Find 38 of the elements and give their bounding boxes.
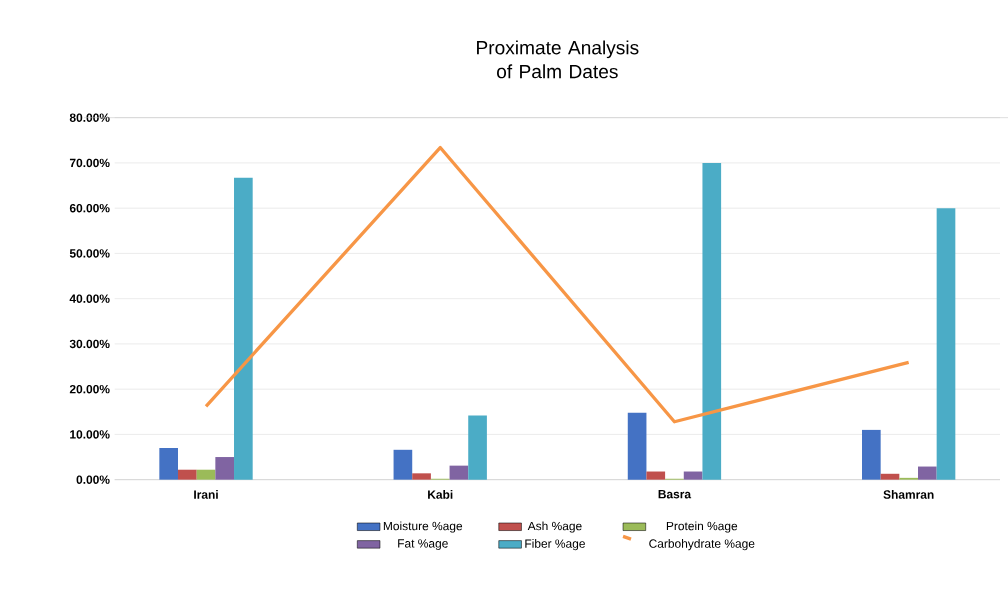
- y-tick-label: 50.00%: [69, 249, 110, 258]
- y-tick-label: 70.00%: [69, 158, 110, 168]
- bar: [393, 449, 413, 480]
- legend-label: Moisture %age: [383, 521, 463, 533]
- bar: [234, 177, 253, 480]
- bar: [159, 447, 179, 480]
- bar: [178, 469, 197, 480]
- bar: [646, 471, 666, 480]
- y-tick-label: 30.00%: [69, 339, 110, 349]
- bar: [917, 466, 937, 480]
- x-tick-label: Irani: [194, 490, 218, 499]
- y-tick-label: 0.00%: [76, 475, 110, 484]
- legend-label: Ash %age: [527, 521, 582, 533]
- legend-label: Fiber %age: [525, 539, 585, 551]
- line-series: [204, 145, 911, 424]
- bar: [449, 465, 469, 480]
- bar: [683, 471, 703, 480]
- y-tick-label: 60.00%: [69, 203, 110, 213]
- legend-label: Fat %age: [398, 539, 448, 551]
- x-tick-label: Kabi: [428, 490, 453, 499]
- x-tick-label: Shamran: [883, 490, 934, 499]
- bar: [627, 412, 647, 480]
- bar: [215, 457, 235, 480]
- y-tick-label: 40.00%: [69, 294, 110, 303]
- legend-label: Carbohydrate %age: [649, 539, 755, 551]
- bar: [880, 473, 900, 480]
- bar: [702, 162, 722, 480]
- bar: [412, 473, 431, 480]
- bar: [861, 429, 881, 480]
- y-tick-label: 80.00%: [69, 113, 110, 122]
- bar: [196, 469, 216, 480]
- chart-title: Proximate Analysis of Palm Dates: [477, 40, 639, 79]
- bar: [936, 208, 956, 480]
- x-tick-label: Basra: [658, 490, 692, 499]
- legend-label: Protein %age: [666, 521, 738, 533]
- y-tick-label: 10.00%: [70, 430, 110, 439]
- bar: [468, 415, 487, 480]
- y-tick-label: 20.00%: [69, 384, 110, 394]
